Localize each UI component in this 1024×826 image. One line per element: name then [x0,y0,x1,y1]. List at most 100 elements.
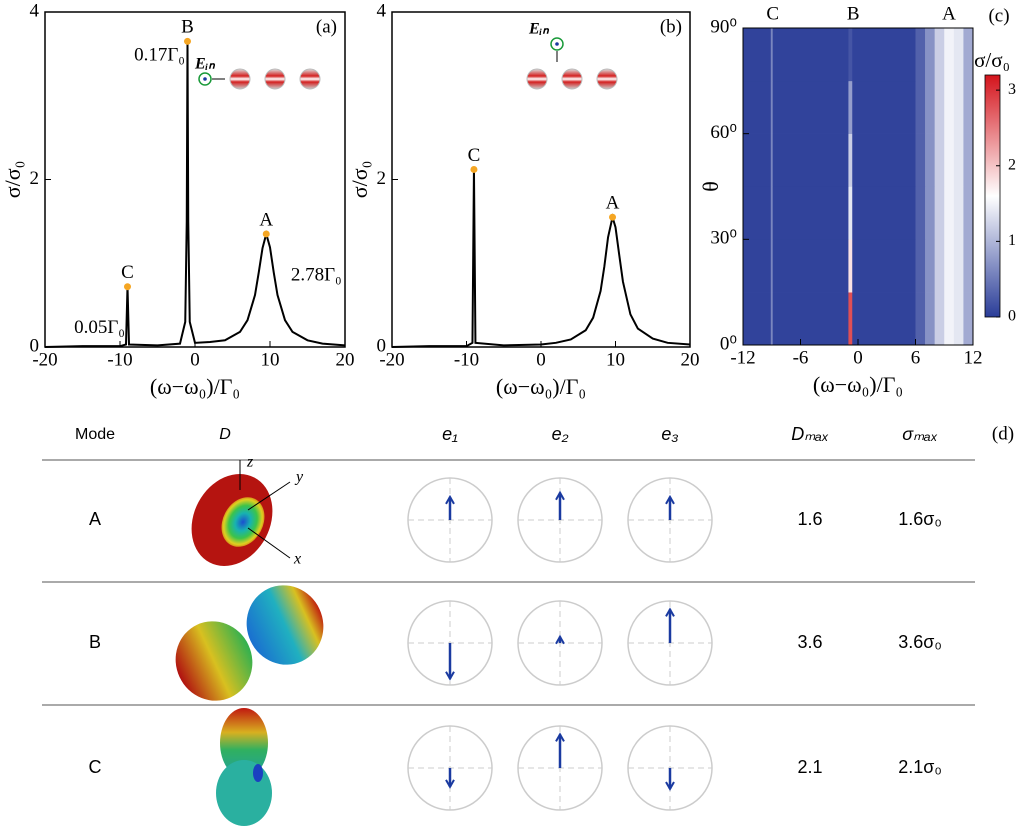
x-tick-label: 10 [606,349,625,370]
heat-cell [852,133,916,187]
heat-cell [953,80,964,134]
sphere [526,68,548,90]
heat-cell [953,186,964,240]
heat-cell [963,186,974,240]
colorbar-tick-label: 0 [1008,308,1016,325]
vector-head [445,779,455,789]
x-tick-label: -20 [32,349,57,370]
heat-cell [953,292,964,346]
heat-cell [963,239,974,293]
heat-cell [743,186,772,240]
x-tick-label: -10 [454,349,479,370]
vector-head [445,671,455,681]
colorbar-tick-label: 1 [1008,232,1016,249]
y-tick-label: 90⁰ [710,16,737,37]
pattern-core [253,764,263,782]
y-tick-label: 0 [377,335,387,356]
peak-label: C [468,145,481,166]
heat-cell [848,28,853,82]
table-header: Dₘₐₓ [791,424,829,444]
heat-cell [925,292,935,346]
d-max: 3.6 [797,632,822,652]
peak-marker [262,230,270,238]
heat-cell [944,292,955,346]
heat-cell [770,186,774,240]
x-axis-label: (ω−ω₀)/Γ₀ [813,372,903,397]
panel-label: (b) [660,16,682,37]
d-max: 1.6 [797,509,822,529]
width-label: 0.05Γ₀ [74,317,125,338]
pattern-lobe [175,621,253,701]
column-label: A [942,3,956,24]
width-label: 0.17Γ₀ [134,45,185,66]
heat-cell [770,239,774,293]
table-header: e₁ [442,424,458,444]
heat-cell [953,28,964,82]
peak-marker [609,213,617,221]
heat-cell [772,133,849,187]
colorbar-tick-label: 2 [1008,156,1016,173]
heat-cell [770,133,774,187]
x-tick-label: 6 [911,347,921,368]
peak-label: C [121,262,134,283]
inset-label: Eᵢₙ [194,56,215,73]
sphere [229,68,251,90]
peak-marker [470,165,478,173]
heat-cell [852,186,916,240]
heat-cell [944,186,955,240]
heat-cell [944,28,955,82]
heat-cell [944,133,955,187]
sigma-max: 2.1σ₀ [898,757,942,777]
heat-cell [770,28,774,82]
heat-cell [934,292,945,346]
panel-label: (c) [988,5,1009,26]
x-tick-label: -20 [379,349,404,370]
heat-cell [944,239,955,293]
pattern-lobe [220,708,268,778]
heat-cell [743,239,772,293]
y-axis-label: σ/σ₀ [0,161,25,199]
pattern-lobe [216,760,272,826]
peak-marker [124,283,131,291]
sigma-max: 1.6σ₀ [898,509,942,529]
y-tick-label: 4 [30,0,40,21]
x-tick-label: 0 [853,347,863,368]
heat-cell [953,239,964,293]
axis-name: y [294,469,304,486]
mode-label: B [89,632,101,652]
vector-head [555,490,565,501]
y-tick-label: 4 [377,0,387,21]
heat-cell [848,80,853,134]
field-icon [198,72,212,86]
colorbar [984,74,1001,318]
plot-frame [742,27,974,346]
axis-x [247,527,291,559]
heat-cell [848,133,853,187]
heat-cell [925,186,935,240]
heat-cell [743,292,772,346]
sphere [596,68,618,90]
x-axis-label: (ω−ω₀)/Γ₀ [496,374,586,399]
heat-cell [772,239,849,293]
table-header: e₂ [552,424,569,444]
peak-label: B [181,17,194,38]
heat-cell [852,239,916,293]
y-tick-label: 2 [377,168,387,189]
x-axis-label: (ω−ω₀)/Γ₀ [150,374,240,399]
column-label: C [766,3,779,24]
colorbar-tick-label: 3 [1008,81,1016,98]
y-tick-label: 60⁰ [710,122,737,143]
heat-cell [934,239,945,293]
vector-head [665,781,675,792]
heat-cell [963,292,974,346]
x-tick-label: 12 [964,347,983,368]
heat-cell [848,292,853,346]
heat-cell [925,80,935,134]
vector-head [665,607,675,617]
vector-head [555,634,565,645]
y-tick-label: 30⁰ [710,228,737,249]
field-icon [550,37,564,51]
table-header: Mode [75,426,115,443]
plot-frame [44,11,346,348]
